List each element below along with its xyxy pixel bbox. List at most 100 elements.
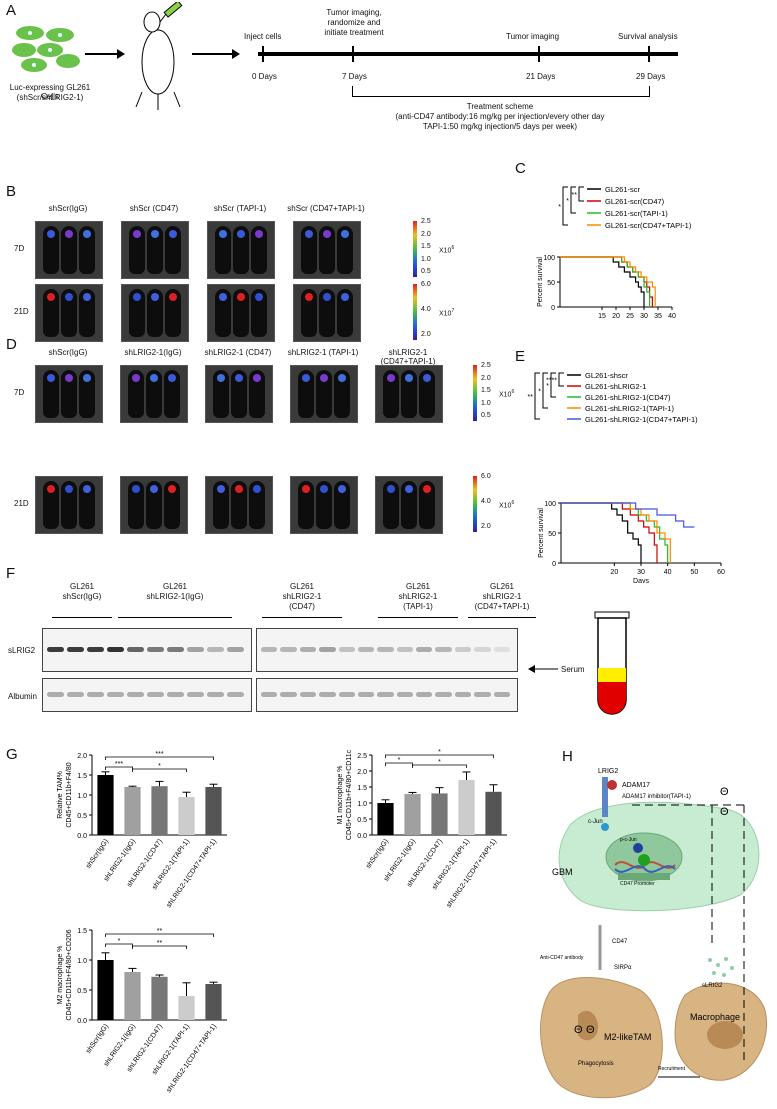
category-label: shLRIG2-1(CD47+TAPI-1) [166, 1023, 219, 1094]
mouse [215, 226, 231, 274]
mouse [147, 289, 163, 337]
blot-band [207, 692, 224, 697]
scale-tick: 1.5 [481, 387, 491, 394]
day-29: 29 Days [636, 72, 666, 81]
panel-label-d: D [6, 336, 17, 353]
survival-curve [560, 256, 645, 307]
significance-bracket [570, 186, 576, 214]
blot-band [280, 692, 297, 697]
group-label: shLRIG2-1 (TAPI-1) [287, 348, 359, 357]
tumor-signal [65, 293, 73, 301]
blot-band [338, 692, 355, 697]
bar [431, 793, 448, 835]
legend-label: GL261-shLRIG2-1 [585, 382, 646, 391]
row-label: 7D [14, 388, 25, 397]
y-axis-label: M1 macrophage % [337, 766, 344, 825]
survival-chart-e: 0 50 100 20 30 40 50 60 Days Percent survival GL26… [528, 371, 725, 583]
svg-text:LRIG2: LRIG2 [598, 768, 618, 775]
blot-group-label: (TAPI-1) [403, 602, 433, 611]
mice-image [375, 476, 443, 534]
scale-unit-exp: 6 [511, 500, 515, 506]
tumor-signal [150, 374, 158, 382]
bar [377, 803, 394, 835]
blot-band [493, 692, 510, 697]
tumor-signal [217, 485, 225, 493]
svg-text:Anti-CD47 antibody: Anti-CD47 antibody [540, 955, 584, 961]
mouse [79, 481, 95, 529]
significance-bracket [132, 768, 187, 772]
y-tick-label: 0.0 [77, 833, 87, 840]
mouse [401, 370, 417, 418]
blot-band [167, 692, 184, 697]
blot-group-line [52, 617, 112, 618]
mouse [298, 370, 314, 418]
event-imaging-2: Tumor imaging [506, 32, 560, 41]
svg-text:c-Jun: c-Jun [588, 819, 603, 825]
tumor-signal [133, 293, 141, 301]
tick-7 [352, 46, 354, 62]
bar [124, 787, 141, 835]
survival-curve [561, 502, 642, 563]
tumor-signal [151, 230, 159, 238]
y-tick-label: 0.5 [77, 813, 87, 820]
blot-group-line [468, 617, 536, 618]
blot-band [261, 647, 278, 652]
scale-tick: 0.5 [421, 268, 431, 275]
mouse [43, 226, 59, 274]
gl261-cells-icon [12, 25, 82, 75]
category-label: shScr(IgG) [365, 838, 390, 870]
scale-tick: 2.0 [421, 230, 431, 238]
svg-text:ADAM17: ADAM17 [622, 782, 650, 789]
mouse [337, 226, 353, 274]
blot-band [319, 692, 336, 697]
cells-label-2: (shScr/shLRIG2-1) [16, 93, 84, 102]
row-label: 21D [14, 307, 29, 316]
y-tick-label: 0.5 [77, 988, 87, 995]
tumor-signal [65, 485, 73, 493]
bar [205, 984, 222, 1020]
category-label: shScr(IgG) [85, 1023, 110, 1055]
scale-unit-base: X10 [499, 391, 512, 399]
x-tick-label: 25 [626, 313, 634, 320]
pcjun-bound-icon [638, 854, 650, 866]
blot-group-label: shLRIG2-1 [282, 592, 322, 601]
significance-label: *** [115, 761, 123, 768]
mouse [79, 289, 95, 337]
blot-group-label: shScr(IgG) [62, 592, 102, 601]
y-tick-label: 0 [551, 305, 555, 312]
group-label: shScr (CD47) [129, 204, 179, 213]
mice-image [120, 365, 188, 423]
blot-group-label: GL261 [289, 582, 315, 591]
svg-text:SIRPα: SIRPα [614, 965, 632, 971]
svg-text:p-c-Jun: p-c-Jun [620, 837, 637, 843]
legend-label: GL261-shLRIG2-1(TAPI-1) [585, 404, 675, 413]
bar [404, 794, 421, 835]
event-line-3: initiate treatment [324, 28, 384, 37]
tumor-signal [150, 485, 158, 493]
group-label: shLRIG2-1(IgG) [124, 348, 182, 357]
significance-bracket [105, 756, 214, 760]
group-label: shLRIG2-1 (CD47+TAPI-1) [380, 348, 436, 366]
day-0: 0 Days [252, 72, 277, 81]
significance-label: * [438, 749, 441, 756]
tumor-signal [253, 485, 261, 493]
significance-label: * [538, 389, 541, 396]
svg-text:sLRIG2: sLRIG2 [702, 983, 723, 989]
y-tick-label: 0.0 [357, 833, 367, 840]
blot-band [67, 692, 84, 697]
blot-band [227, 692, 244, 697]
significance-label: ** [157, 940, 163, 947]
mouse [43, 481, 59, 529]
x-tick-label: 30 [640, 313, 648, 320]
tumor-signal [133, 230, 141, 238]
blot-membrane [256, 678, 518, 712]
mice-image [290, 365, 358, 423]
significance-label: * [438, 759, 441, 766]
serum-arrow-icon [528, 665, 558, 673]
significance-label: *** [155, 751, 163, 758]
mouse [251, 289, 267, 337]
mouse [334, 481, 350, 529]
x-axis-label: Days [633, 578, 649, 583]
blot-band [127, 647, 144, 652]
bar [124, 972, 141, 1020]
